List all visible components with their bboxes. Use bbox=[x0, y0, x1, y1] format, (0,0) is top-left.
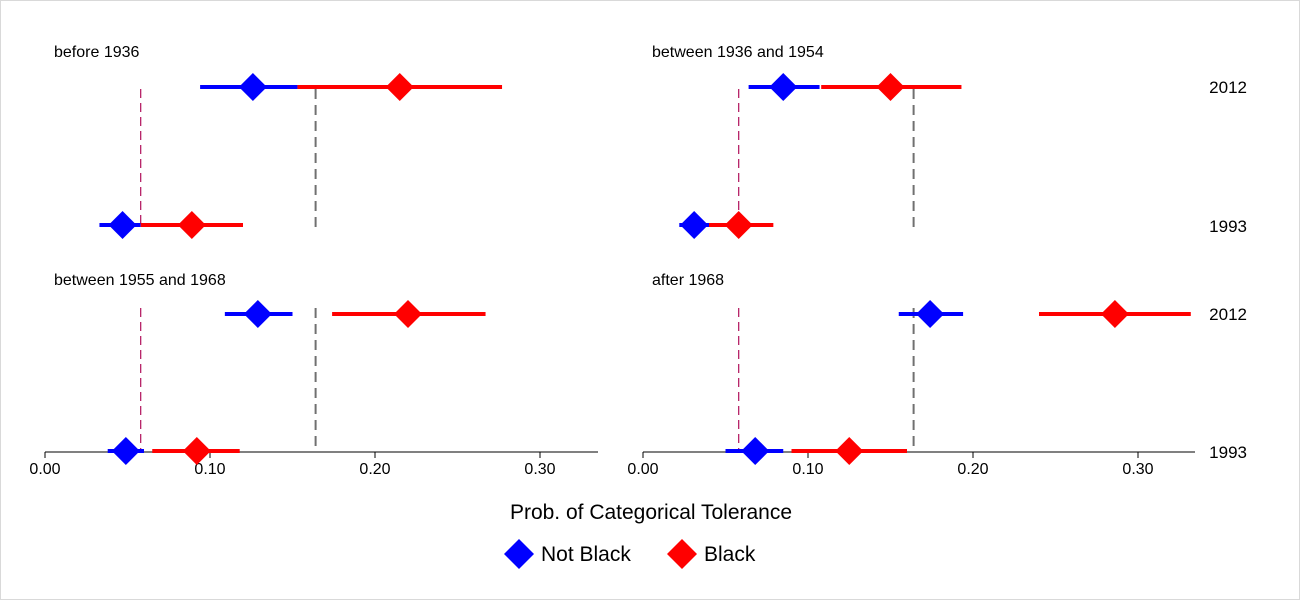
panel-3-x-tick-label-1: 0.10 bbox=[194, 461, 225, 478]
panel-4-x-tick-label-2: 0.20 bbox=[957, 461, 988, 478]
panel-3-point-not-black-1993 bbox=[111, 437, 140, 465]
panel-1-title: before 1936 bbox=[54, 44, 140, 61]
panel-3-x-tick-label-0: 0.00 bbox=[29, 461, 60, 478]
legend-label-not-black: Not Black bbox=[541, 543, 631, 566]
legend: Not Black Black bbox=[504, 539, 756, 569]
panel-4-point-not-black-1993 bbox=[741, 437, 770, 465]
panel-1-point-black-1993 bbox=[177, 211, 206, 239]
x-axes: 0.00 0.10 0.20 0.30 0.00 0.10 0.20 0.30 bbox=[29, 451, 1195, 478]
panel-4-x-tick-label-1: 0.10 bbox=[792, 461, 823, 478]
reference-lines bbox=[140, 89, 915, 451]
panel-2-point-black-2012 bbox=[876, 73, 905, 101]
panel-4-point-black-1993 bbox=[835, 437, 864, 465]
panel-3-x-tick-label-2: 0.20 bbox=[359, 461, 390, 478]
data-marks bbox=[99, 73, 1191, 465]
x-axis-title: Prob. of Categorical Tolerance bbox=[510, 501, 792, 524]
chart-text: before 1936 between 1936 and 1954 between … bbox=[54, 44, 1247, 462]
panel-1-point-not-black-2012 bbox=[238, 73, 267, 101]
panel-2-point-not-black-2012 bbox=[769, 73, 798, 101]
panel-4-point-black-2012 bbox=[1100, 300, 1129, 328]
panel-4-x-tick-label-0: 0.00 bbox=[627, 461, 658, 478]
panel-3-point-not-black-2012 bbox=[243, 300, 272, 328]
year-label-1993-row-2: 1993 bbox=[1209, 443, 1247, 462]
panel-3-x-tick-label-3: 0.30 bbox=[524, 461, 555, 478]
panel-3-point-black-2012 bbox=[394, 300, 422, 328]
year-label-1993-row-1: 1993 bbox=[1209, 217, 1247, 236]
legend-swatch-not-black bbox=[504, 539, 534, 569]
panel-4-title: after 1968 bbox=[652, 272, 724, 289]
legend-label-black: Black bbox=[704, 543, 756, 566]
panel-2-title: between 1936 and 1954 bbox=[652, 44, 824, 61]
panel-3-title: between 1955 and 1968 bbox=[54, 272, 226, 289]
year-label-2012-row-1: 2012 bbox=[1209, 78, 1247, 97]
panel-2-point-not-black-1993 bbox=[680, 211, 709, 239]
panel-4-point-not-black-2012 bbox=[916, 300, 945, 328]
panel-1-point-black-2012 bbox=[385, 73, 414, 101]
legend-swatch-black bbox=[667, 539, 697, 569]
year-label-2012-row-2: 2012 bbox=[1209, 305, 1247, 324]
panel-3-point-black-1993 bbox=[182, 437, 211, 465]
panel-2-point-black-1993 bbox=[724, 211, 753, 239]
panel-4-x-tick-label-3: 0.30 bbox=[1122, 461, 1153, 478]
panel-1-point-not-black-1993 bbox=[108, 211, 137, 239]
